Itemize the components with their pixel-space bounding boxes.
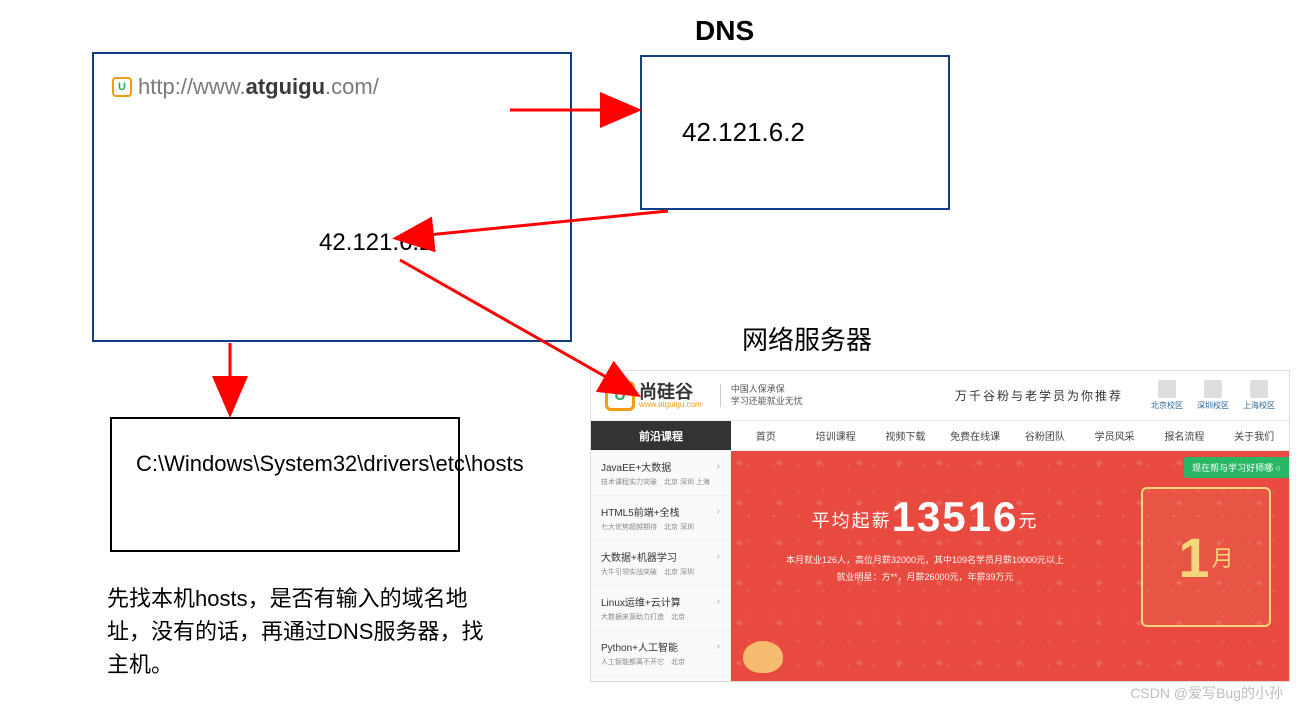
nav-category[interactable]: 前沿课程 [591,421,731,450]
sidebar-title: Linux运维+云计算 [601,594,681,609]
sidebar-item[interactable]: Linux运维+云计算 › 大数据来源助力打造 北京 [591,586,730,631]
salary-sub1: 本月就业126人，高位月薪32000元，其中109名学员月薪10000元以上 [731,553,1119,566]
site-logo: U 尚硅谷 www.atguigu.com [605,381,702,411]
campus-icon [1158,380,1176,398]
site-header: U 尚硅谷 www.atguigu.com 中国人保承保 学习还能就业无忧 万千… [591,371,1289,421]
campus-label: 上海校区 [1243,400,1275,411]
site-nav: 前沿课程 首页培训课程视频下载免费在线课谷粉团队学员风采报名流程关于我们 [591,421,1289,451]
sidebar-item[interactable]: HTML5前端+全栈 › 七大优势超越期待 北京 深圳 [591,496,730,541]
nav-item[interactable]: 视频下载 [871,421,941,450]
sidebar-item[interactable]: 大数据+机器学习 › 大牛引领实战突破 北京 深圳 [591,541,730,586]
site-body: JavaEE+大数据 › 技术课程实力突破 北京 深圳 上海 HTML5前端+全栈 › 七… [591,451,1289,681]
sidebar-item[interactable]: JavaEE+大数据 › 技术课程实力突破 北京 深圳 上海 [591,451,730,496]
favicon-icon: U [112,77,132,97]
sidebar-sub: 大牛引领实战突破 北京 深圳 [601,567,720,577]
nav-item[interactable]: 谷粉团队 [1010,421,1080,450]
logo-en: www.atguigu.com [639,401,702,409]
sidebar-title: Python+人工智能 [601,639,678,654]
pig-decor-icon [743,641,783,673]
website-screenshot: U 尚硅谷 www.atguigu.com 中国人保承保 学习还能就业无忧 万千… [590,370,1290,682]
chevron-right-icon: › [717,596,720,607]
site-sublogo: 中国人保承保 学习还能就业无忧 [720,384,803,407]
month-card: 1 月 [1141,487,1271,627]
sidebar-item[interactable]: Python+人工智能 › 人工智能都离不开它 北京 [591,631,730,676]
sidebar-title: JavaEE+大数据 [601,459,671,474]
campus-label: 北京校区 [1151,400,1183,411]
sub-line1: 中国人保承保 [731,384,803,396]
hosts-path: C:\Windows\System32\drivers\etc\hosts [136,451,524,476]
campus-item[interactable]: 上海校区 [1243,380,1275,411]
help-button[interactable]: 现在帮与学习好师哪 ○ [1184,457,1289,478]
chevron-right-icon: › [717,551,720,562]
sidebar-sub: 大数据来源助力打造 北京 [601,612,720,622]
browser-url: http://www.atguigu.com/ [138,74,379,100]
month-num: 1 [1178,525,1209,590]
browser-box: U http://www.atguigu.com/ 42.121.6.2 [92,52,572,342]
salary-sub2: 就业明星：方**，月薪26000元，年薪39万元 [731,570,1119,583]
campus-label: 深圳校区 [1197,400,1229,411]
dns-ip: 42.121.6.2 [682,117,805,148]
banner: 现在帮与学习好师哪 ○ 平均起薪13516元 本月就业126人，高位月薪3200… [731,451,1289,681]
campus-item[interactable]: 深圳校区 [1197,380,1229,411]
explanation-text: 先找本机hosts，是否有输入的域名地址，没有的话，再通过DNS服务器，找主机。 [107,582,497,681]
nav-item[interactable]: 报名流程 [1150,421,1220,450]
sidebar-sub: 七大优势超越期待 北京 深圳 [601,522,720,532]
sidebar-title: HTML5前端+全栈 [601,504,680,519]
url-domain: atguigu [246,74,325,99]
sub-line2: 学习还能就业无忧 [731,396,803,408]
resolved-ip-label: 42.121.6.2 [319,229,432,257]
salary-value: 13516 [892,493,1019,540]
nav-item[interactable]: 学员风采 [1080,421,1150,450]
url-tld: .com/ [325,74,379,99]
nav-items: 首页培训课程视频下载免费在线课谷粉团队学员风采报名流程关于我们 [731,421,1289,450]
hosts-box: C:\Windows\System32\drivers\etc\hosts [110,417,460,552]
webserver-title: 网络服务器 [742,320,872,357]
url-scheme: http://www. [138,74,246,99]
nav-item[interactable]: 关于我们 [1219,421,1289,450]
browser-url-bar: U http://www.atguigu.com/ [112,74,379,100]
dns-box: 42.121.6.2 [640,55,950,210]
nav-item[interactable]: 免费在线课 [940,421,1010,450]
campus-icon [1250,380,1268,398]
banner-text: 平均起薪13516元 本月就业126人，高位月薪32000元，其中109名学员月… [731,493,1119,583]
chevron-right-icon: › [717,461,720,472]
site-slogan: 万千谷粉与老学员为你推荐 [955,387,1123,404]
campus-list: 北京校区 深圳校区 上海校区 [1151,380,1275,411]
sidebar-title: 大数据+机器学习 [601,549,677,564]
watermark: CSDN @爱写Bug的小孙 [1130,683,1283,703]
campus-icon [1204,380,1222,398]
salary-suffix: 元 [1018,511,1038,531]
nav-item[interactable]: 培训课程 [801,421,871,450]
campus-item[interactable]: 北京校区 [1151,380,1183,411]
sidebar-sub: 技术课程实力突破 北京 深圳 上海 [601,477,720,487]
nav-item[interactable]: 首页 [731,421,801,450]
logo-cn: 尚硅谷 [639,383,702,401]
dns-title: DNS [695,15,754,47]
month-label: 月 [1212,541,1234,573]
course-sidebar: JavaEE+大数据 › 技术课程实力突破 北京 深圳 上海 HTML5前端+全栈 › 七… [591,451,731,681]
chevron-right-icon: › [717,641,720,652]
sidebar-sub: 人工智能都离不开它 北京 [601,657,720,667]
logo-icon: U [605,381,635,411]
chevron-right-icon: › [717,506,720,517]
salary-prefix: 平均起薪 [812,511,892,531]
